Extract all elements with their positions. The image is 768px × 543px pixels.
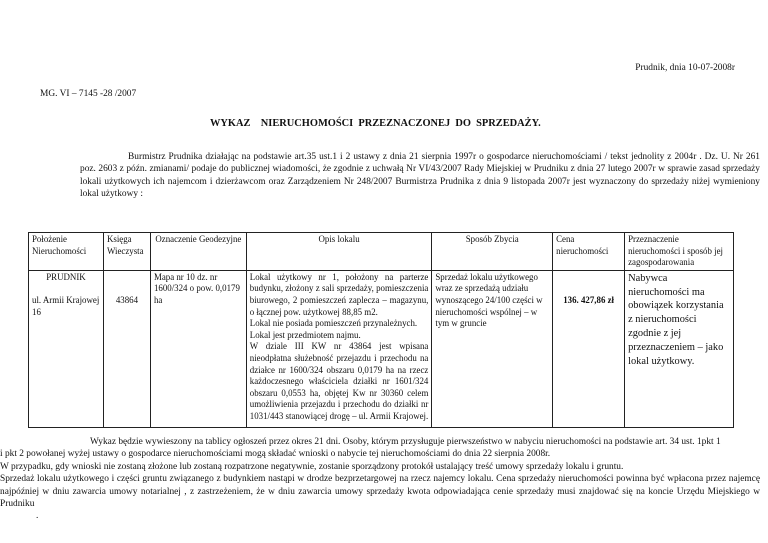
cell-land-register: 43864: [102, 269, 151, 428]
header-purpose: Przeznaczenie nieruchomości i sposób jej…: [624, 232, 734, 271]
cell-location: PRUDNIK ul. Armii Krajowej 16: [28, 269, 104, 428]
cell-price: 136. 427,86 zł: [552, 269, 626, 428]
footer-paragraph: W przypadku, gdy wnioski nie zostaną zło…: [0, 461, 624, 472]
header-geodetic: Oznaczenie Geodezyjne: [149, 232, 247, 271]
footer-paragraph: i pkt 2 powołanej wyżej ustawy o gospoda…: [0, 449, 551, 460]
description-text: W dziale III KW nr 43864 jest wpisana ni…: [249, 341, 429, 421]
cell-description: Lokal użytkowy nr 1, położony na parterz…: [245, 269, 433, 428]
header-price: Cena nieruchomości: [552, 232, 626, 271]
table-row: PRUDNIK ul. Armii Krajowej 16 43864 Mapa…: [28, 269, 734, 428]
footer-paragraph: Wykaz będzie wywieszony na tablicy ogłos…: [90, 437, 721, 447]
location-city: PRUDNIK: [46, 271, 86, 282]
description-text: Lokal jest przedmiotem najmu.: [249, 329, 361, 340]
intro-text: Burmistrz Prudnika działając na podstawi…: [80, 152, 760, 199]
place-date: Prudnik, dnia 10-07-2008r: [635, 63, 735, 73]
description-text: Lokal użytkowy nr 1, położony na parterz…: [249, 271, 429, 317]
cell-purpose: Nabywca nieruchomości ma obowiązek korzy…: [624, 269, 734, 428]
cell-disposal: Sprzedaż lokalu użytkowego wraz ze sprze…: [431, 269, 554, 428]
document-title: WYKAZ NIERUCHOMOŚCI PRZEZNACZONEJ DO SPR…: [210, 118, 541, 129]
table-header-row: Położenie Nieruchomości Księga Wieczysta…: [28, 232, 734, 271]
price-value: 136. 427,86 zł: [563, 294, 614, 305]
intro-paragraph: Burmistrz Prudnika działając na podstawi…: [80, 151, 760, 200]
footer-paragraph: Sprzedaż lokalu użytkowego i części grun…: [0, 474, 760, 510]
header-land-register: Księga Wieczysta: [102, 232, 151, 271]
description-text: Lokal nie posiada pomieszczeń przynależn…: [249, 318, 418, 329]
header-location: Położenie Nieruchomości: [28, 232, 104, 271]
land-register-number: 43864: [115, 294, 139, 305]
header-description: Opis lokalu: [245, 232, 433, 271]
cell-geodetic: Mapa nr 10 dz. nr 1600/324 o pow. 0,0179…: [149, 269, 247, 428]
location-street: ul. Armii Krajowej 16: [32, 295, 100, 317]
reference-number: MG. VI – 7145 -28 /2007: [40, 89, 137, 99]
header-disposal: Sposób Zbycia: [431, 232, 554, 271]
property-table: Położenie Nieruchomości Księga Wieczysta…: [28, 232, 734, 428]
footer-text: Wykaz będzie wywieszony na tablicy ogłos…: [0, 436, 760, 523]
footer-dot: .: [36, 511, 39, 522]
